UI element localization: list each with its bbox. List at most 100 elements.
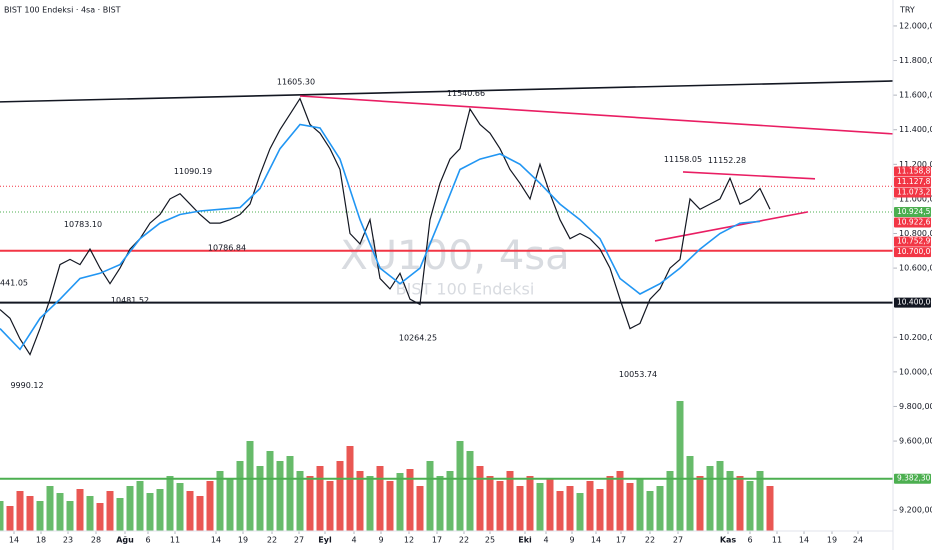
volume-bar bbox=[476, 466, 484, 531]
y-tick-label: 10.800,00 bbox=[899, 229, 932, 238]
currency: TRY bbox=[899, 6, 915, 15]
volume-bar bbox=[46, 486, 54, 531]
volume-bar bbox=[326, 481, 334, 531]
x-tick-label: 9 bbox=[378, 536, 383, 545]
price-tag bbox=[894, 176, 931, 187]
volume-bar bbox=[376, 466, 384, 531]
volume-bar bbox=[336, 461, 344, 531]
volume-bar bbox=[346, 446, 354, 531]
price-tag bbox=[894, 297, 931, 308]
volume-bar bbox=[726, 471, 734, 531]
x-tick-label: 14 bbox=[9, 536, 19, 545]
y-tick-label: 12.000,00 bbox=[899, 21, 932, 30]
volume-bar bbox=[26, 496, 34, 531]
y-tick-label: 9.800,00 bbox=[899, 402, 932, 411]
volume-bar bbox=[716, 461, 724, 531]
price-tag-label: 10.752,99 bbox=[897, 237, 932, 246]
volume-bar bbox=[466, 451, 474, 531]
volume-bar bbox=[186, 491, 194, 531]
price-tag-label: 11.158,80 bbox=[897, 166, 932, 175]
price-annotation: 10783.10 bbox=[64, 220, 102, 229]
price-annotation: 11605.30 bbox=[277, 78, 315, 87]
price-annotation: 10264.25 bbox=[399, 334, 437, 343]
volume-bar bbox=[706, 466, 714, 531]
volume-bar bbox=[536, 483, 544, 531]
x-tick-label: Ağu bbox=[116, 536, 134, 545]
x-tick-label: Eyl bbox=[318, 536, 332, 545]
trendline bbox=[299, 95, 894, 135]
volume-bar bbox=[416, 486, 424, 531]
x-tick-label: Eki bbox=[518, 536, 532, 545]
volume-bar bbox=[516, 486, 524, 531]
volume-bar bbox=[196, 496, 204, 531]
trendline bbox=[682, 171, 816, 180]
volume-bar bbox=[756, 471, 764, 531]
price-tag-label: 10.922,61 bbox=[897, 217, 932, 226]
x-tick-label: Kas bbox=[720, 536, 737, 545]
y-tick-label: 9.200,00 bbox=[899, 506, 932, 515]
price-tag bbox=[894, 206, 931, 217]
x-tick-label: 14 bbox=[211, 536, 221, 545]
volume-bar bbox=[226, 479, 234, 531]
x-tick-label: 27 bbox=[294, 536, 304, 545]
volume-bar bbox=[316, 466, 324, 531]
volume-bar bbox=[766, 486, 774, 531]
y-tick-label: 10.000,00 bbox=[899, 367, 932, 376]
volume-bar bbox=[306, 476, 314, 531]
volume-bar bbox=[496, 481, 504, 531]
price-annotation: 11152.28 bbox=[708, 156, 746, 165]
volume-bar bbox=[86, 496, 94, 531]
price-tag bbox=[894, 473, 931, 484]
volume-bar bbox=[406, 469, 414, 531]
price-tag bbox=[894, 247, 931, 258]
volume-bar bbox=[646, 491, 654, 531]
x-tick-label: 11 bbox=[772, 536, 782, 545]
volume-bar bbox=[286, 456, 294, 531]
x-tick-label: 19 bbox=[827, 536, 837, 545]
volume-bar bbox=[246, 441, 254, 531]
volume-bar bbox=[256, 466, 264, 531]
chart-title: BIST 100 Endeksi · 4sa · BIST bbox=[4, 6, 121, 15]
x-tick-label: 6 bbox=[145, 536, 150, 545]
volume-bar bbox=[696, 476, 704, 531]
volume-bar bbox=[666, 471, 674, 531]
watermark-sub: BIST 100 Endeksi bbox=[396, 280, 535, 299]
x-tick-label: 9 bbox=[569, 536, 574, 545]
price-tag bbox=[894, 217, 931, 228]
y-tick-label: 11.000,00 bbox=[899, 194, 932, 203]
volume-bar bbox=[566, 486, 574, 531]
volume-bar bbox=[686, 456, 694, 531]
volume-bar bbox=[96, 503, 104, 531]
price-tag-label: 10.924,53 bbox=[897, 207, 932, 216]
price-tag-label: 11.073,27 bbox=[897, 187, 932, 196]
volume-bar bbox=[606, 476, 614, 531]
volume-bar bbox=[456, 441, 464, 531]
y-tick-label: 11.600,00 bbox=[899, 91, 932, 100]
price-tag bbox=[894, 166, 931, 177]
volume-bar bbox=[116, 498, 124, 531]
volume-bar bbox=[426, 461, 434, 531]
volume-bar bbox=[276, 461, 284, 531]
x-tick-label: 25 bbox=[485, 536, 495, 545]
volume-bar bbox=[596, 489, 604, 531]
volume-bar bbox=[176, 483, 184, 531]
volume-bar bbox=[556, 491, 564, 531]
x-tick-label: 4 bbox=[351, 536, 356, 545]
trendline bbox=[654, 211, 809, 242]
volume-bar bbox=[76, 489, 84, 531]
volume-bar bbox=[216, 471, 224, 531]
volume-bar bbox=[576, 493, 584, 531]
x-tick-label: 14 bbox=[591, 536, 601, 545]
volume-bar bbox=[36, 501, 44, 531]
volume-bar bbox=[296, 471, 304, 531]
x-tick-label: 14 bbox=[799, 536, 809, 545]
volume-bar bbox=[206, 481, 214, 531]
volume-bar bbox=[436, 476, 444, 531]
volume-bar bbox=[66, 501, 74, 531]
volume-bar bbox=[546, 479, 554, 531]
volume-bar bbox=[656, 486, 664, 531]
x-tick-label: 17 bbox=[616, 536, 626, 545]
volume-bar bbox=[526, 476, 534, 531]
